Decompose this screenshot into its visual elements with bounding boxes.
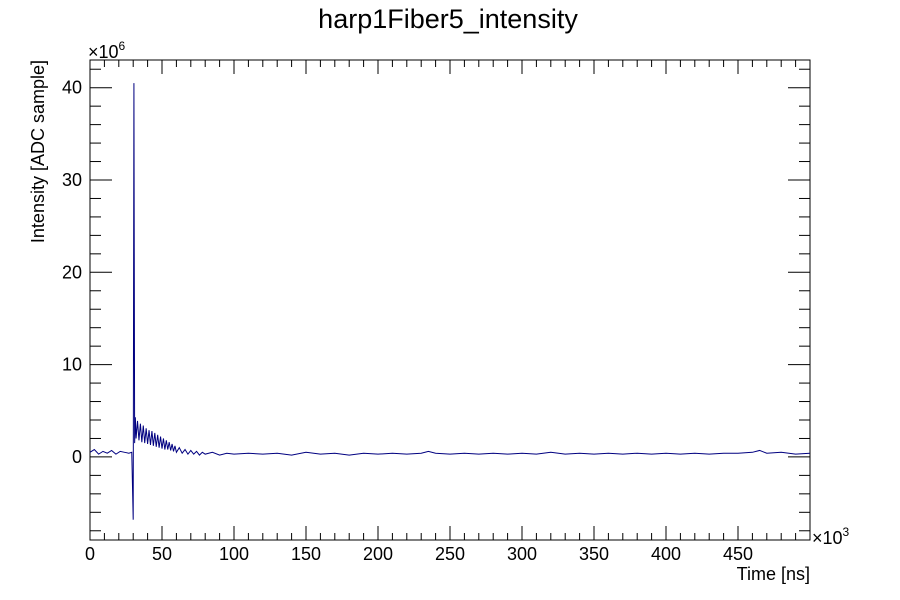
- svg-text:×103: ×103: [812, 525, 850, 548]
- y-tick-label: 40: [62, 78, 82, 98]
- x-tick-label: 450: [723, 544, 753, 564]
- x-tick-label: 300: [507, 544, 537, 564]
- y-axis-label: Intensity [ADC sample]: [28, 60, 48, 243]
- y-tick-label: 0: [72, 447, 82, 467]
- x-tick-label: 50: [152, 544, 172, 564]
- x-tick-label: 0: [85, 544, 95, 564]
- x-axis-label: Time [ns]: [737, 564, 810, 584]
- svg-text:×106: ×106: [88, 39, 126, 62]
- y-tick-label: 10: [62, 355, 82, 375]
- y-multiplier-base: ×10: [88, 42, 119, 62]
- x-multiplier-exponent: 3: [843, 525, 850, 539]
- series-line-intensity: [89, 83, 811, 520]
- plot-area: [89, 59, 811, 541]
- x-tick-label: 150: [291, 544, 321, 564]
- x-tick-label: 100: [219, 544, 249, 564]
- x-multiplier-base: ×10: [812, 528, 843, 548]
- y-multiplier: ×106: [88, 39, 126, 62]
- y-multiplier-exponent: 6: [119, 39, 126, 53]
- x-tick-label: 200: [363, 544, 393, 564]
- axis-tick-labels: 0 50 100 150 200 250 300 350 400 450 0 10 20 30 40: [62, 78, 753, 564]
- chart-title: harp1Fiber5_intensity: [318, 4, 578, 34]
- x-multiplier: ×103: [812, 525, 850, 548]
- axis-ticks: [89, 60, 810, 540]
- y-tick-label: 20: [62, 262, 82, 282]
- x-tick-label: 250: [435, 544, 465, 564]
- y-tick-label: 30: [62, 170, 82, 190]
- plot-frame: [89, 59, 811, 541]
- x-tick-label: 400: [651, 544, 681, 564]
- x-tick-label: 350: [579, 544, 609, 564]
